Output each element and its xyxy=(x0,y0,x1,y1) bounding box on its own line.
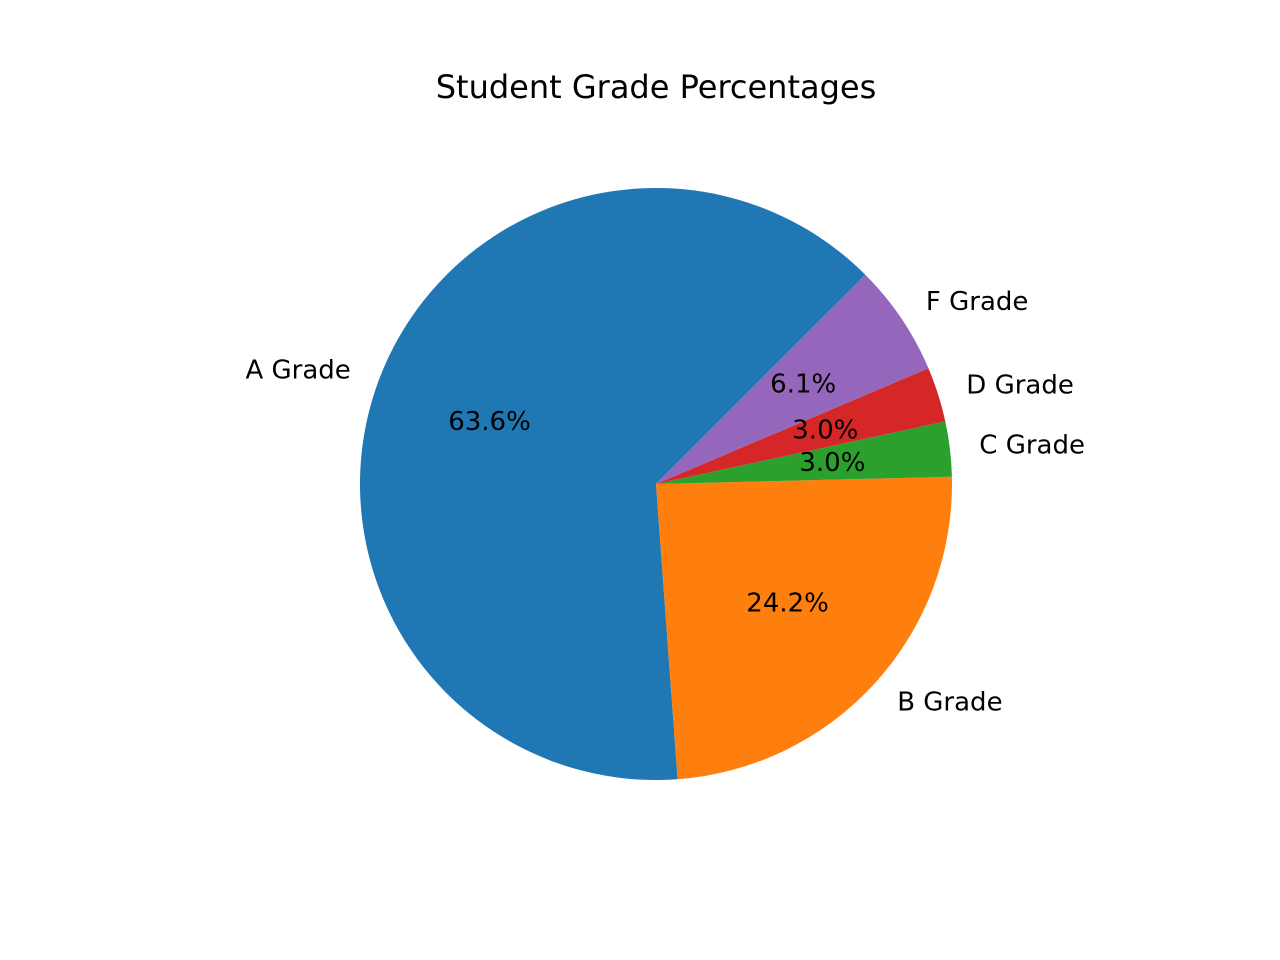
slice-label: C Grade xyxy=(979,430,1085,460)
slice-label: A Grade xyxy=(245,356,350,386)
chart-title: Student Grade Percentages xyxy=(436,68,877,106)
slice-percent-label: 63.6% xyxy=(448,407,531,437)
pie-slice-f-grade xyxy=(656,274,929,484)
slice-label: B Grade xyxy=(897,688,1002,718)
pie-slices xyxy=(359,188,952,781)
pie-slice-b-grade xyxy=(656,476,952,780)
slice-percent-label: 3.0% xyxy=(799,448,865,478)
slice-percent-label: 6.1% xyxy=(770,370,836,400)
slice-percent-label: 3.0% xyxy=(792,415,858,445)
pie-labels: A Grade 63.6% B Grade 24.2% C Grade 3.0% D Gra… xyxy=(245,287,1085,718)
pie-slice-d-grade xyxy=(656,368,946,484)
pie-slice-a-grade xyxy=(359,188,866,781)
slice-label: D Grade xyxy=(966,371,1074,401)
pie-slice-c-grade xyxy=(656,421,952,484)
slice-label: F Grade xyxy=(926,287,1029,317)
slice-percent-label: 24.2% xyxy=(746,588,829,618)
